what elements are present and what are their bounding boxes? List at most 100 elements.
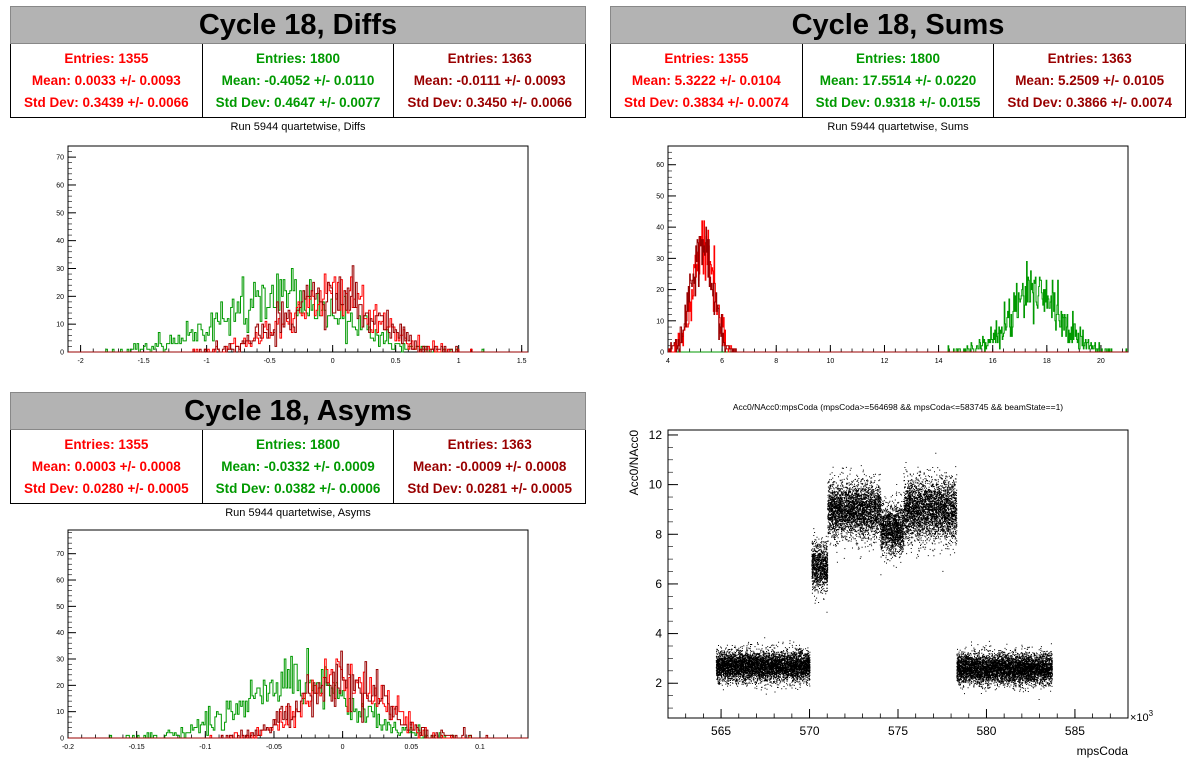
y-tick-label: 12 <box>649 428 663 442</box>
x-tick-label: -1 <box>204 358 210 365</box>
stat-std: Std Dev: 0.0382 +/- 0.0006 <box>215 480 381 496</box>
x-tick-label: -0.5 <box>264 358 276 365</box>
diffs-stat-darkred: Entries: 1363 Mean: -0.0111 +/- 0.0093 S… <box>394 44 585 117</box>
y-tick-label: 60 <box>56 182 64 189</box>
stat-mean: Mean: 17.5514 +/- 0.0220 <box>819 72 977 88</box>
diffs-stat-green: Entries: 1800 Mean: -0.4052 +/- 0.0110 S… <box>203 44 395 117</box>
stat-entries: Entries: 1800 <box>255 51 341 67</box>
x-tick-label: 16 <box>989 358 997 365</box>
stat-mean: Mean: -0.0111 +/- 0.0093 <box>413 72 566 88</box>
stat-entries: Entries: 1363 <box>447 437 532 453</box>
stat-entries: Entries: 1800 <box>255 437 341 453</box>
diffs-caption: Run 5944 quartetwise, Diffs <box>230 121 366 133</box>
x-tick-label: -2 <box>77 358 83 365</box>
histogram-red <box>668 220 1128 353</box>
x-tick-label: 12 <box>881 358 889 365</box>
stat-mean: Mean: 5.2509 +/- 0.0105 <box>1015 72 1165 88</box>
sums-stat-red: Entries: 1355 Mean: 5.3222 +/- 0.0104 St… <box>611 44 803 117</box>
x-tick-label: 18 <box>1043 358 1051 365</box>
diffs-histogram: -2 -1.5 -1 -0.5 0 0.5 1 1.5 0 10 20 30 40 50 60 70 <box>56 145 529 365</box>
y-tick-label: 30 <box>656 256 664 263</box>
x-axis-label: mpsCoda <box>1077 744 1129 758</box>
acc0-scatter-plot: Acc0/NAcc0:mpsCoda (mpsCoda>=564698 && m… <box>627 402 1154 758</box>
y-tick-label: 50 <box>56 604 64 611</box>
scatter-cluster <box>903 452 958 572</box>
y-tick-label: 40 <box>56 630 64 637</box>
y-tick-label: 60 <box>656 162 664 169</box>
x-tick-label: 0.5 <box>391 358 401 365</box>
histogram-green <box>68 267 528 353</box>
stat-std: Std Dev: 0.9318 +/- 0.0155 <box>815 94 981 110</box>
scatter-cluster <box>811 528 829 613</box>
stat-entries: Entries: 1363 <box>447 51 532 67</box>
y-tick-label: 4 <box>655 627 662 641</box>
x-exponent-label: ×103 <box>1130 709 1154 724</box>
stat-std: Std Dev: 0.3450 +/- 0.0066 <box>407 94 573 110</box>
histogram-darkred <box>668 226 1128 353</box>
x-tick-label: 565 <box>711 724 731 738</box>
scatter-cluster <box>715 637 811 695</box>
y-tick-label: 10 <box>56 709 64 716</box>
sums-histogram: 4 6 8 10 12 14 16 18 20 0 10 20 30 40 50 60 <box>656 145 1129 365</box>
y-tick-label: 0 <box>660 350 664 357</box>
histogram-red <box>68 658 528 739</box>
y-tick-label: 50 <box>656 193 664 200</box>
x-tick-label: -0.15 <box>129 744 145 751</box>
stat-entries: Entries: 1355 <box>64 51 149 67</box>
asyms-stat-green: Entries: 1800 Mean: -0.0332 +/- 0.0009 S… <box>203 430 395 503</box>
x-tick-label: 4 <box>666 358 670 365</box>
diffs-title: Cycle 18, Diffs <box>10 6 586 44</box>
x-tick-label: 0.05 <box>404 744 418 751</box>
scatter-points <box>715 452 1053 700</box>
y-tick-label: 2 <box>655 676 662 690</box>
x-tick-label: 585 <box>1065 724 1085 738</box>
y-tick-label: 40 <box>56 238 64 245</box>
stat-std: Std Dev: 0.0281 +/- 0.0005 <box>407 480 573 496</box>
histogram-green <box>668 260 1128 353</box>
sums-stat-green: Entries: 1800 Mean: 17.5514 +/- 0.0220 S… <box>803 44 995 117</box>
x-tick-label: -0.2 <box>62 744 74 751</box>
stat-entries: Entries: 1355 <box>664 51 749 67</box>
scatter-title: Acc0/NAcc0:mpsCoda (mpsCoda>=564698 && m… <box>733 402 1063 412</box>
stat-mean: Mean: -0.0332 +/- 0.0009 <box>221 458 375 474</box>
y-tick-label: 0 <box>60 350 64 357</box>
stat-std: Std Dev: 0.3866 +/- 0.0074 <box>1007 94 1173 110</box>
stat-mean: Mean: -0.0009 +/- 0.0008 <box>412 458 567 474</box>
x-tick-label: -1.5 <box>138 358 150 365</box>
y-axis-label: Acc0/NAcc0 <box>627 430 641 496</box>
y-tick-label: 20 <box>56 683 64 690</box>
stat-mean: Mean: 0.0033 +/- 0.0093 <box>31 72 181 88</box>
y-tick-label: 70 <box>56 551 64 558</box>
x-tick-label: 0 <box>341 744 345 751</box>
x-tick-label: 10 <box>826 358 834 365</box>
asyms-title: Cycle 18, Asyms <box>10 392 586 430</box>
stat-std: Std Dev: 0.3834 +/- 0.0074 <box>623 94 789 110</box>
y-tick-label: 60 <box>56 578 64 585</box>
x-tick-label: -0.1 <box>199 744 211 751</box>
histogram-darkred <box>68 650 528 739</box>
diffs-stats-box: Entries: 1355 Mean: 0.0033 +/- 0.0093 St… <box>10 44 586 118</box>
plot-frame <box>67 529 529 739</box>
y-tick-label: 10 <box>649 478 663 492</box>
x-tick-label: 14 <box>935 358 943 365</box>
histogram-darkred <box>68 265 528 353</box>
y-tick-label: 20 <box>56 294 64 301</box>
y-tick-label: 70 <box>56 155 64 162</box>
scatter-cluster <box>880 484 905 576</box>
sums-stats-box: Entries: 1355 Mean: 5.3222 +/- 0.0104 St… <box>610 44 1186 118</box>
y-tick-label: 10 <box>56 322 64 329</box>
x-tick-label: 580 <box>976 724 996 738</box>
y-tick-label: 20 <box>656 287 664 294</box>
stat-mean: Mean: -0.4052 +/- 0.0110 <box>221 72 375 88</box>
asyms-histogram: -0.2 -0.15 -0.1 -0.05 0 0.05 0.1 0 10 20 30 40 50 60 7… <box>56 529 529 751</box>
diffs-stat-red: Entries: 1355 Mean: 0.0033 +/- 0.0093 St… <box>11 44 203 117</box>
stat-std: Std Dev: 0.3439 +/- 0.0066 <box>23 94 189 110</box>
stat-mean: Mean: 0.0003 +/- 0.0008 <box>31 458 181 474</box>
sums-stat-darkred: Entries: 1363 Mean: 5.2509 +/- 0.0105 St… <box>994 44 1185 117</box>
scatter-cluster <box>956 640 1053 700</box>
stat-entries: Entries: 1363 <box>1047 51 1132 67</box>
x-tick-label: -0.05 <box>266 744 282 751</box>
x-tick-label: 1 <box>457 358 461 365</box>
y-tick-label: 40 <box>656 225 664 232</box>
stat-mean: Mean: 5.3222 +/- 0.0104 <box>631 72 781 88</box>
